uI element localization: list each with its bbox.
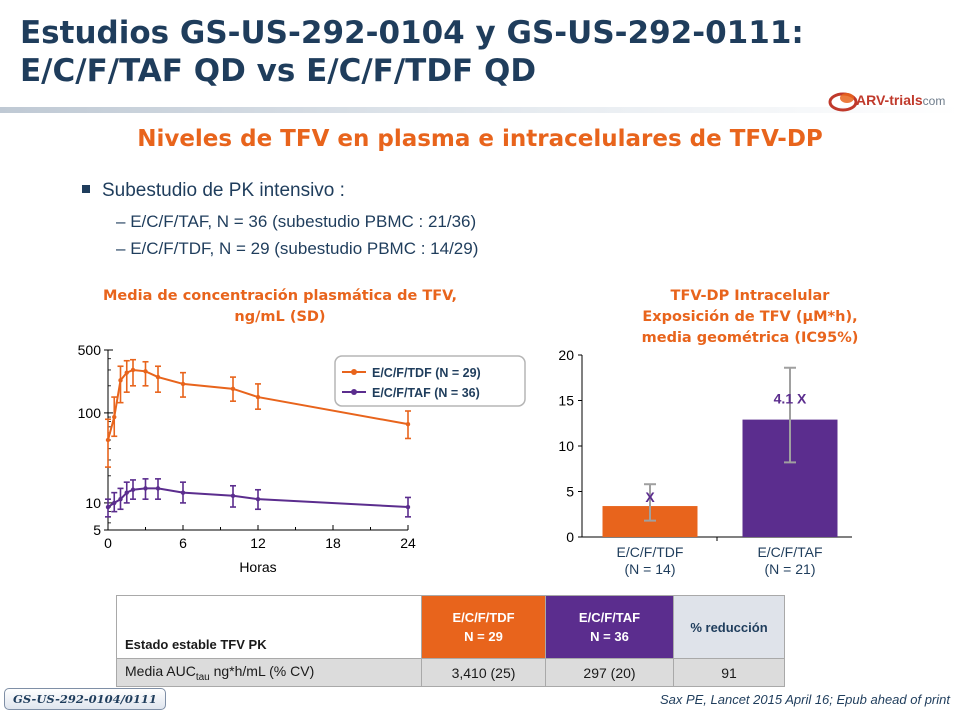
data-point [112, 500, 117, 506]
x-category-label: E/C/F/TAF [757, 544, 822, 560]
table-cell-reduction: 91 [673, 658, 785, 687]
line-chart-title-line2: ng/mL (SD) [234, 309, 326, 325]
line-chart-title-line1: Media de concentración plasmática de TFV… [102, 288, 457, 304]
x-category-label: E/C/F/TDF [617, 544, 684, 560]
table-header-reduction: % reducción [673, 595, 785, 659]
data-point [130, 487, 136, 492]
legend-swatch-dot [351, 369, 357, 375]
page-title-line1: Estudios GS-US-292-0104 y GS-US-292-0111… [20, 15, 804, 51]
data-point [230, 386, 236, 392]
bar-chart: 0 5 10 15 20 E/C/F/TDF(N = 14) E/C/F/TAF(N = 2… [558, 347, 852, 577]
data-point [405, 504, 411, 510]
line-chart-axes: 5 10 100 500 0 6 12 18 24 Horas [78, 342, 416, 575]
page-title: Estudios GS-US-292-0104 y GS-US-292-0111… [20, 14, 820, 90]
data-point [155, 374, 161, 380]
data-point [118, 496, 123, 502]
x-tick-label: 0 [104, 535, 112, 551]
legend-label: E/C/F/TDF (N = 29) [372, 366, 481, 380]
legend-swatch-dot [351, 389, 357, 395]
table-header-tdf-line1: E/C/F/TDF [452, 610, 515, 625]
logo [828, 88, 948, 114]
x-tick-label: 12 [250, 535, 266, 551]
table-header-taf-line2: N = 36 [590, 629, 629, 644]
line-chart-title: Media de concentración plasmática de TFV… [70, 286, 490, 328]
title-divider [0, 107, 960, 113]
table-header-tdf-line2: N = 29 [464, 629, 503, 644]
data-point [255, 496, 261, 502]
table-cell-label-sub: tau [195, 671, 210, 683]
bullet-sub-text: E/C/F/TAF, N = 36 (subestudio PBMC : 21/… [130, 212, 477, 231]
data-point [130, 367, 136, 373]
logo-icon [828, 92, 858, 112]
y-tick-label: 0 [566, 529, 574, 545]
x-tick-label: 18 [325, 535, 341, 551]
bar-chart-title: TFV-DP Intracelular Exposición de TFV (µ… [600, 286, 900, 349]
bullet-sub-item: – E/C/F/TDF, N = 29 (subestudio PBMC : 1… [116, 239, 478, 259]
data-point [180, 490, 186, 495]
table-cell-label-suffix: ng*h/mL (% CV) [209, 662, 315, 679]
data-point [112, 414, 117, 420]
y-tick-label: 5 [566, 484, 574, 500]
data-point [124, 490, 129, 495]
y-tick-label: 500 [78, 342, 102, 358]
x-category-label: (N = 14) [625, 561, 676, 577]
data-point [255, 394, 261, 400]
legend-box [334, 355, 526, 407]
y-tick-label: 5 [93, 522, 101, 538]
data-point [230, 493, 236, 498]
table-header-taf-line1: E/C/F/TAF [578, 610, 641, 625]
data-point [143, 486, 148, 491]
table-cell-tdf: 3,410 (25) [421, 658, 546, 687]
logo-text: ARV-trialscom [856, 92, 945, 108]
y-tick-label: 20 [558, 347, 574, 363]
x-tick-label: 6 [179, 535, 187, 551]
slide-subtitle: Niveles de TFV en plasma e intracelulare… [137, 126, 823, 152]
data-point [155, 486, 161, 491]
y-tick-label: 10 [558, 438, 574, 454]
table-header-label: Estado estable TFV PK [116, 595, 422, 659]
table-cell-label-prefix: Media AUC [125, 662, 196, 679]
bar-chart-title-line3: media geométrica (IC95%) [641, 330, 859, 346]
bullet-main-text: Subestudio de PK intensivo : [102, 180, 345, 201]
data-point [180, 381, 186, 387]
legend-label: E/C/F/TAF (N = 36) [372, 386, 480, 400]
x-tick-label: 24 [400, 535, 416, 551]
dash-icon: – [116, 239, 126, 258]
bullet-sub-text: E/C/F/TDF, N = 29 (subestudio PBMC : 14/… [130, 239, 479, 258]
x-axis-label: Horas [239, 559, 276, 575]
x-category-label: (N = 21) [765, 561, 816, 577]
data-point [105, 437, 111, 443]
square-bullet-icon [82, 185, 90, 193]
y-tick-label: 10 [85, 495, 101, 511]
bar-chart-bars: X 4.1 X [602, 366, 838, 537]
bullet-main: Subestudio de PK intensivo : [82, 180, 345, 202]
page-title-line2: E/C/F/TAF QD vs E/C/F/TDF QD [20, 53, 537, 89]
logo-suffix: com [922, 94, 946, 108]
line-chart-series [105, 358, 411, 518]
reference-text: Sax PE, Lancet 2015 April 16; Epub ahead… [659, 692, 950, 707]
bullet-sub-item: – E/C/F/TAF, N = 36 (subestudio PBMC : 2… [116, 212, 476, 232]
logo-brand: ARV-trials [856, 92, 923, 108]
line-chart-legend: E/C/F/TDF (N = 29) E/C/F/TAF (N = 36) [334, 355, 526, 407]
data-point [405, 421, 411, 427]
data-point [118, 378, 123, 383]
data-point [143, 369, 148, 374]
y-tick-label: 100 [78, 405, 102, 421]
pk-table: Estado estable TFV PK E/C/F/TDF N = 29 E… [116, 595, 785, 687]
table-row: Media AUCtau ng*h/mL (% CV) 3,410 (25) 2… [116, 658, 785, 687]
table-cell-taf: 297 (20) [545, 658, 674, 687]
dash-icon: – [116, 212, 126, 231]
data-point [124, 370, 129, 375]
table-cell-label: Media AUCtau ng*h/mL (% CV) [116, 658, 422, 687]
bar-chart-title-line2: Exposición de TFV (µM*h), [642, 309, 858, 325]
bar-data-label: 4.1 X [774, 391, 807, 407]
y-tick-label: 15 [558, 393, 574, 409]
study-tag: GS-US-292-0104/0111 [4, 688, 166, 710]
table-header-tdf: E/C/F/TDF N = 29 [421, 595, 546, 659]
table-header-taf: E/C/F/TAF N = 36 [545, 595, 674, 659]
bar-data-label: X [645, 489, 655, 505]
line-chart: 5 10 100 500 0 6 12 18 24 Horas E/C/F/TDF (N = 29… [78, 342, 526, 575]
data-point [105, 504, 111, 510]
bar-chart-title-line1: TFV-DP Intracelular [670, 288, 830, 304]
